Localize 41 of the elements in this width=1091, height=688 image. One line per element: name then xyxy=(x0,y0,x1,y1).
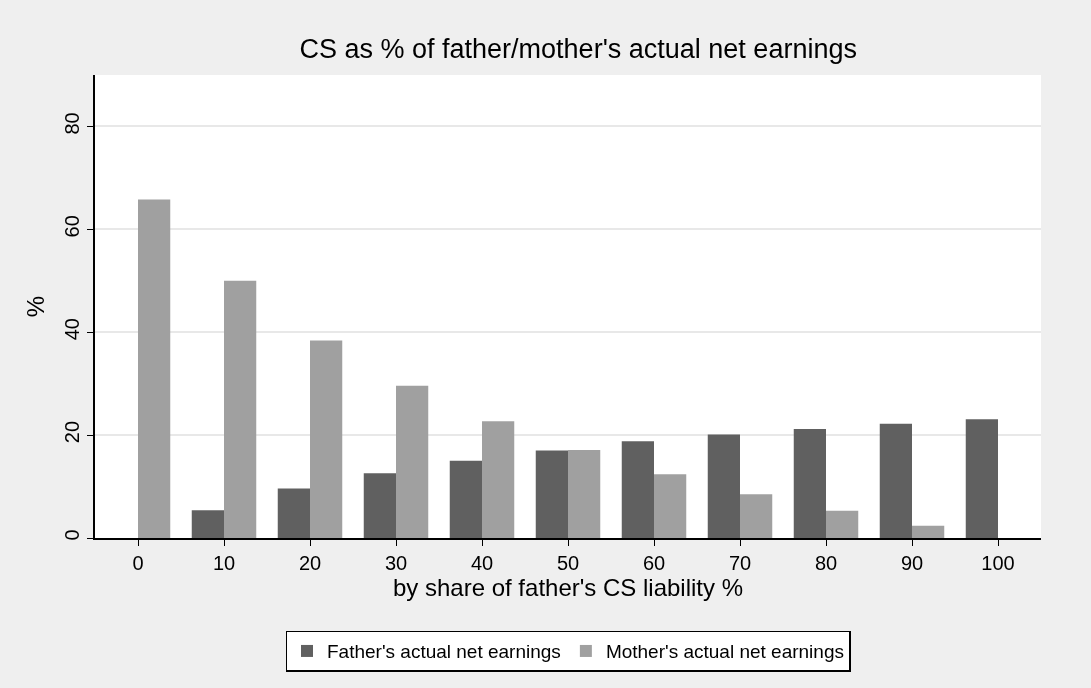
x-tick-label: 100 xyxy=(981,552,1015,574)
bar xyxy=(535,450,568,538)
x-tick-label: 90 xyxy=(900,552,924,574)
bar xyxy=(965,419,998,538)
bar xyxy=(191,510,224,538)
chart-title: CS as % of father/mother's actual net earnings xyxy=(299,33,857,64)
x-tick-label: 50 xyxy=(556,552,580,574)
y-tick-label: 0 xyxy=(61,529,83,541)
bar xyxy=(277,488,310,538)
y-axis-title: % xyxy=(21,295,49,318)
bar xyxy=(826,510,859,538)
x-tick-label: 0 xyxy=(132,552,144,574)
bar xyxy=(740,494,773,538)
bar xyxy=(707,434,740,538)
x-tick-label: 40 xyxy=(470,552,494,574)
bar xyxy=(621,441,654,538)
bar xyxy=(912,525,945,538)
bar xyxy=(793,428,826,538)
legend-label: Mother's actual net earnings xyxy=(605,641,844,663)
x-tick-label: 20 xyxy=(298,552,322,574)
bar xyxy=(138,199,171,538)
bar xyxy=(568,450,601,538)
bar xyxy=(879,423,912,538)
y-tick-label: 20 xyxy=(61,420,83,444)
y-tick-label: 40 xyxy=(61,318,83,341)
x-axis-title: by share of father's CS liability % xyxy=(392,574,744,601)
bar xyxy=(654,474,687,538)
x-tick-label: 60 xyxy=(642,552,666,574)
bar xyxy=(363,473,396,538)
x-tick-label: 80 xyxy=(814,552,838,574)
y-tick-label: 60 xyxy=(61,215,83,238)
bar xyxy=(482,421,515,538)
x-tick-label: 10 xyxy=(212,552,236,574)
bar xyxy=(449,460,482,538)
x-tick-label: 70 xyxy=(728,552,752,574)
bar xyxy=(310,340,343,538)
x-tick-label: 30 xyxy=(384,552,408,574)
legend-label: Father's actual net earnings xyxy=(327,641,561,663)
y-tick-label: 80 xyxy=(61,112,83,135)
bar xyxy=(396,385,429,538)
bar xyxy=(224,280,257,538)
